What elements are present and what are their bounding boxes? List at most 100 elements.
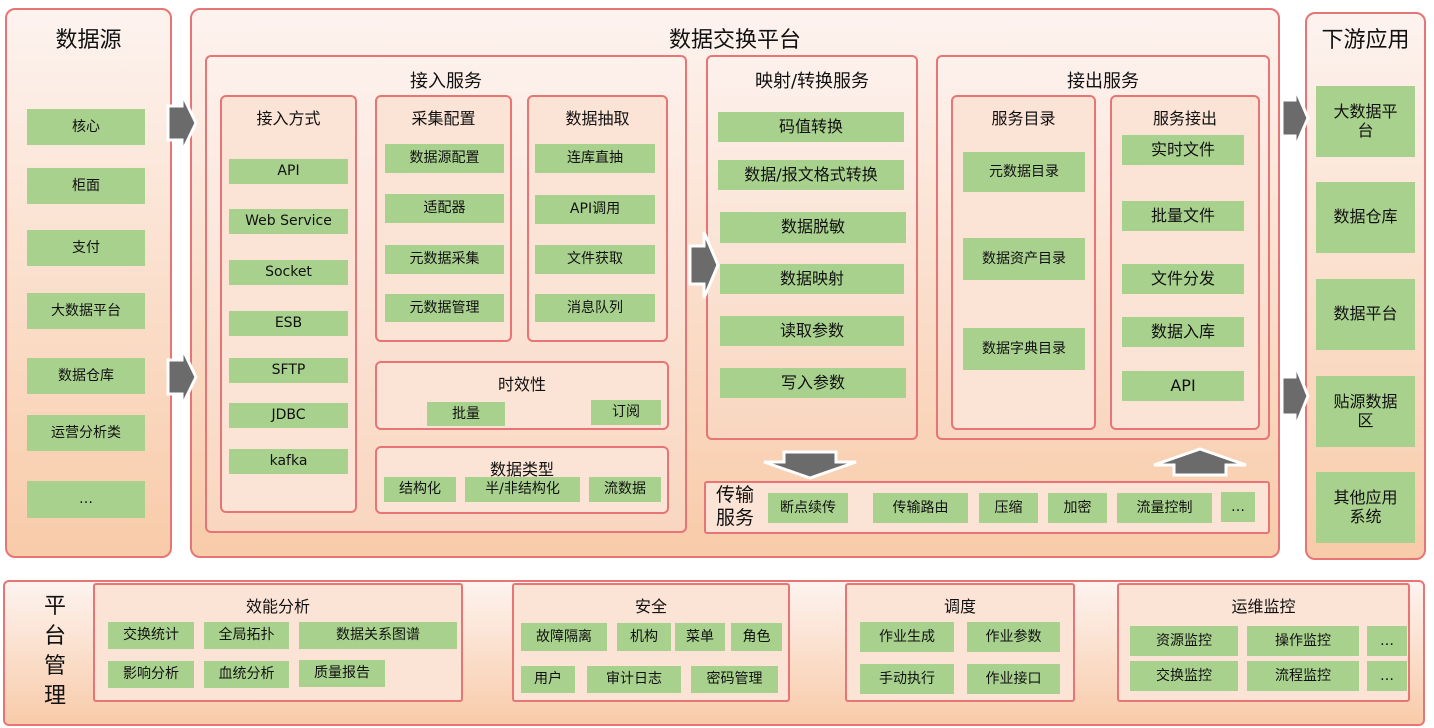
export-item[interactable]: API xyxy=(1122,371,1244,401)
source-item[interactable]: 核心 xyxy=(27,109,145,145)
security-title: 安全 xyxy=(634,597,667,616)
perf-item[interactable]: 血统分析 xyxy=(204,661,289,688)
collect-config-title: 采集配置 xyxy=(411,109,476,128)
security-item[interactable]: 审计日志 xyxy=(587,666,681,693)
downstream-item[interactable]: 其他应用系统 xyxy=(1316,472,1415,543)
schedule-item[interactable]: 作业生成 xyxy=(860,622,954,652)
source-item[interactable]: 柜面 xyxy=(27,168,145,204)
arrow-right-icon xyxy=(688,231,720,299)
extract-item[interactable]: 消息队列 xyxy=(535,294,655,322)
source-item[interactable]: 数据仓库 xyxy=(27,358,145,394)
perf-analysis-title: 效能分析 xyxy=(245,597,310,616)
downstream-item[interactable]: 贴源数据区 xyxy=(1316,376,1415,447)
transfer-item[interactable]: 加密 xyxy=(1048,493,1107,523)
arrow-right-icon xyxy=(166,347,198,407)
data-type-item[interactable]: 半/非结构化 xyxy=(465,477,580,502)
ops-item[interactable]: 资源监控 xyxy=(1130,626,1238,656)
transfer-item[interactable]: 流量控制 xyxy=(1117,493,1212,523)
collect-item[interactable]: 适配器 xyxy=(385,194,504,223)
access-method-item[interactable]: kafka xyxy=(229,449,348,474)
arrow-down-icon xyxy=(763,450,857,480)
transfer-item[interactable]: … xyxy=(1221,492,1255,522)
source-item[interactable]: 支付 xyxy=(27,230,145,266)
arrow-up-icon xyxy=(1153,447,1247,477)
perf-item[interactable]: 全局拓扑 xyxy=(204,622,289,649)
collect-item[interactable]: 数据源配置 xyxy=(385,144,504,173)
access-method-item[interactable]: SFTP xyxy=(229,358,348,383)
perf-item[interactable]: 交换统计 xyxy=(108,622,194,649)
access-method-item[interactable]: ESB xyxy=(229,311,348,336)
export-item[interactable]: 批量文件 xyxy=(1122,201,1244,231)
timeliness-title: 时效性 xyxy=(497,375,546,394)
arrow-right-icon xyxy=(1280,363,1310,429)
security-item[interactable]: 菜单 xyxy=(675,623,725,651)
schedule-item[interactable]: 作业参数 xyxy=(967,622,1060,652)
schedule-item[interactable]: 手动执行 xyxy=(860,664,954,694)
ops-monitor-title: 运维监控 xyxy=(1231,597,1296,616)
extract-item[interactable]: 文件获取 xyxy=(535,245,655,274)
transfer-item[interactable]: 传输路由 xyxy=(873,493,968,523)
security-item[interactable]: 故障隔离 xyxy=(521,623,607,651)
data-type-item[interactable]: 结构化 xyxy=(384,477,456,502)
timeliness-item[interactable]: 批量 xyxy=(427,402,505,426)
ops-item[interactable]: 操作监控 xyxy=(1247,626,1359,656)
data-type-title: 数据类型 xyxy=(489,460,554,479)
timeliness-item[interactable]: 订阅 xyxy=(591,400,661,425)
access-service-title: 接入服务 xyxy=(410,71,482,92)
catalog-item[interactable]: 数据资产目录 xyxy=(963,238,1085,280)
ops-item[interactable]: … xyxy=(1367,661,1407,691)
access-method-item[interactable]: JDBC xyxy=(229,403,348,428)
security-item[interactable]: 机构 xyxy=(617,623,671,651)
service-export-title: 服务接出 xyxy=(1152,109,1217,128)
data-type-item[interactable]: 流数据 xyxy=(589,477,661,502)
mapping-item[interactable]: 读取参数 xyxy=(720,316,904,346)
data-source-panel: 数据源 xyxy=(5,8,172,558)
extract-item[interactable]: 连库直抽 xyxy=(535,144,655,173)
downstream-item[interactable]: 大数据平台 xyxy=(1316,86,1415,157)
mapping-item[interactable]: 码值转换 xyxy=(718,112,904,142)
arrow-right-icon xyxy=(166,93,198,153)
timeliness-panel: 时效性 xyxy=(375,361,669,430)
mapping-service-title: 映射/转换服务 xyxy=(754,71,870,92)
security-item[interactable]: 密码管理 xyxy=(691,666,778,693)
catalog-item[interactable]: 元数据目录 xyxy=(963,152,1085,192)
schedule-title: 调度 xyxy=(943,597,976,616)
collect-item[interactable]: 元数据采集 xyxy=(385,245,504,274)
arrow-right-icon xyxy=(1280,87,1310,149)
collect-item[interactable]: 元数据管理 xyxy=(385,294,504,322)
transfer-item[interactable]: 断点续传 xyxy=(768,493,848,523)
access-method-item[interactable]: API xyxy=(229,159,348,184)
source-item[interactable]: 运营分析类 xyxy=(27,415,145,451)
schedule-item[interactable]: 作业接口 xyxy=(967,664,1060,694)
mapping-item[interactable]: 数据脱敏 xyxy=(720,212,906,243)
mapping-item[interactable]: 写入参数 xyxy=(720,368,906,398)
ops-item[interactable]: … xyxy=(1367,626,1407,656)
access-method-item[interactable]: Web Service xyxy=(229,209,348,234)
perf-item[interactable]: 质量报告 xyxy=(299,660,385,687)
source-item[interactable]: … xyxy=(27,481,145,518)
security-item[interactable]: 角色 xyxy=(731,623,782,651)
extract-item[interactable]: API调用 xyxy=(535,195,655,224)
export-item[interactable]: 数据入库 xyxy=(1122,317,1244,347)
transfer-item[interactable]: 压缩 xyxy=(979,493,1038,523)
platform-management-title: 平台管理 xyxy=(43,594,66,709)
downstream-item[interactable]: 数据平台 xyxy=(1316,279,1415,350)
catalog-item[interactable]: 数据字典目录 xyxy=(963,328,1085,370)
data-extract-title: 数据抽取 xyxy=(565,109,630,128)
transfer-service-title: 传输服务 xyxy=(716,484,755,529)
ops-item[interactable]: 交换监控 xyxy=(1130,661,1238,691)
access-method-item[interactable]: Socket xyxy=(229,260,348,285)
downstream-title: 下游应用 xyxy=(1321,28,1410,53)
mapping-item[interactable]: 数据映射 xyxy=(720,264,904,294)
source-item[interactable]: 大数据平台 xyxy=(27,293,145,329)
access-methods-title: 接入方式 xyxy=(256,109,321,128)
perf-item[interactable]: 数据关系图谱 xyxy=(299,622,457,649)
mapping-item[interactable]: 数据/报文格式转换 xyxy=(718,160,904,190)
export-item[interactable]: 实时文件 xyxy=(1122,135,1244,165)
downstream-item[interactable]: 数据仓库 xyxy=(1316,182,1415,253)
ops-item[interactable]: 流程监控 xyxy=(1247,661,1359,691)
perf-item[interactable]: 影响分析 xyxy=(108,661,194,688)
output-service-title: 接出服务 xyxy=(1067,71,1139,92)
security-item[interactable]: 用户 xyxy=(521,666,575,693)
export-item[interactable]: 文件分发 xyxy=(1122,264,1244,294)
